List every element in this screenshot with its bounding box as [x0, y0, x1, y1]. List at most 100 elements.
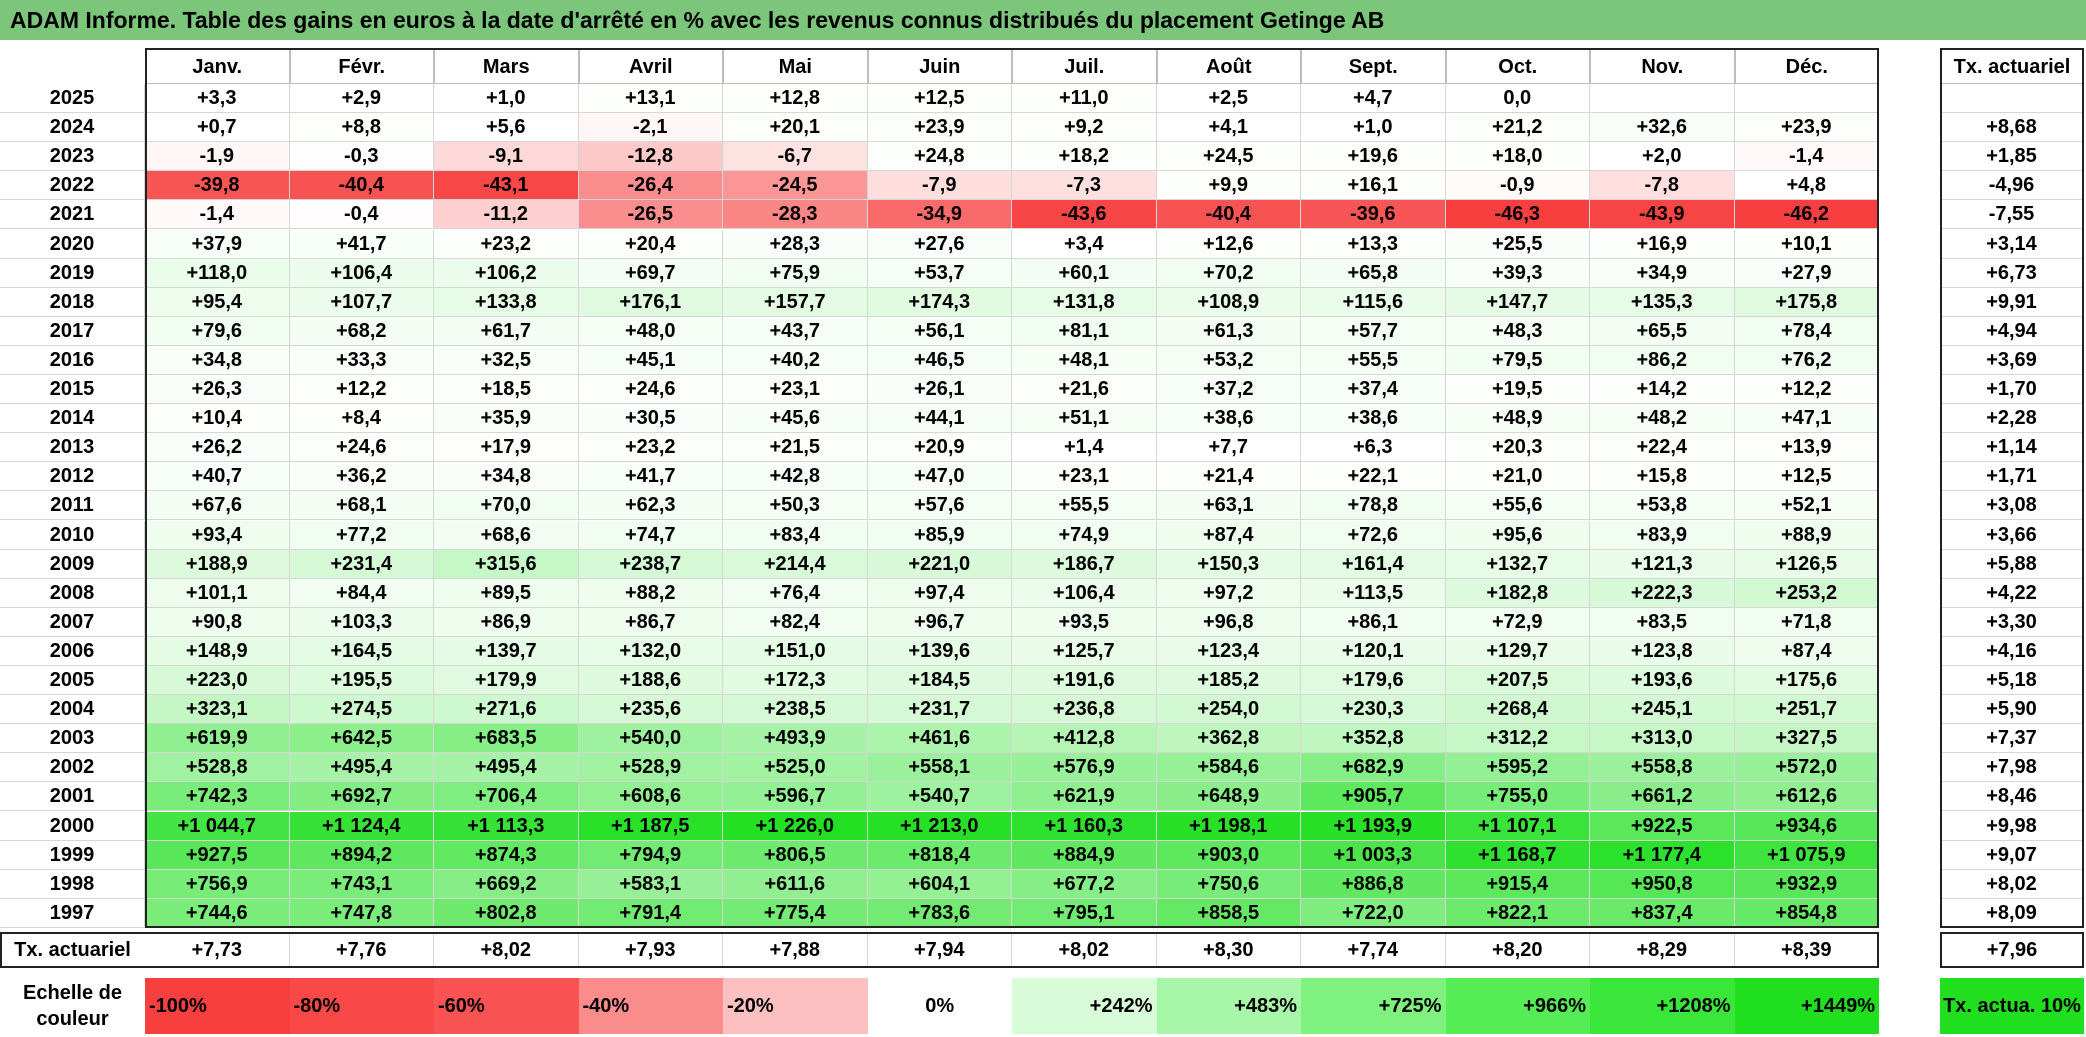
- legend-swatch: 0%: [867, 978, 1012, 1034]
- gain-cell: +74,9: [1012, 520, 1157, 550]
- year-label: 2007: [0, 607, 145, 637]
- year-label: 2017: [0, 316, 145, 346]
- gain-cell: +0,7: [145, 113, 290, 143]
- gain-cell: +950,8: [1590, 869, 1735, 899]
- month-header: Févr.: [289, 48, 434, 84]
- gain-cell: +23,2: [578, 433, 723, 463]
- gain-cell: +495,4: [434, 753, 579, 783]
- gain-cell: +38,6: [1156, 404, 1301, 434]
- gain-cell: +42,8: [723, 462, 868, 492]
- gain-cell: +3,4: [1012, 229, 1157, 259]
- gain-cell: +323,1: [145, 695, 290, 725]
- gain-cell: +56,1: [867, 316, 1012, 346]
- gain-cell: +558,8: [1590, 753, 1735, 783]
- gain-cell: +312,2: [1445, 724, 1590, 754]
- gain-cell: +70,0: [434, 491, 579, 521]
- gain-cell: -34,9: [867, 200, 1012, 230]
- gain-cell: +584,6: [1156, 753, 1301, 783]
- gain-cell: +750,6: [1156, 869, 1301, 899]
- gain-cell: +11,0: [1012, 84, 1157, 114]
- gain-cell: +23,1: [1012, 462, 1157, 492]
- gain-cell: +245,1: [1590, 695, 1735, 725]
- gain-cell: +10,4: [145, 404, 290, 434]
- gain-cell: +68,1: [289, 491, 434, 521]
- month-rate-cell: +7,76: [289, 931, 434, 968]
- gain-cell: +791,4: [578, 898, 723, 928]
- row-rate-cell: +7,98: [1940, 753, 2084, 783]
- gain-cell: +682,9: [1301, 753, 1446, 783]
- gain-cell: +48,3: [1445, 316, 1590, 346]
- gain-cell: +9,2: [1012, 113, 1157, 143]
- gain-cell: -7,3: [1012, 171, 1157, 201]
- gain-cell: +60,1: [1012, 258, 1157, 288]
- gain-cell: +108,9: [1156, 287, 1301, 317]
- year-label: 1998: [0, 869, 145, 899]
- gain-cell: +69,7: [578, 258, 723, 288]
- gain-cell: +648,9: [1156, 782, 1301, 812]
- gain-cell: +87,4: [1156, 520, 1301, 550]
- gain-cell: +222,3: [1590, 578, 1735, 608]
- gain-cell: +722,0: [1301, 898, 1446, 928]
- gain-cell: +1 160,3: [1012, 811, 1157, 841]
- gain-cell: +55,5: [1012, 491, 1157, 521]
- year-label: 2011: [0, 491, 145, 521]
- gain-cell: +18,0: [1445, 142, 1590, 172]
- gain-cell: +23,9: [867, 113, 1012, 143]
- gain-cell: +18,2: [1012, 142, 1157, 172]
- gain-cell: +106,4: [1012, 578, 1157, 608]
- gain-cell: [1734, 84, 1879, 114]
- gain-cell: +47,1: [1734, 404, 1879, 434]
- gain-cell: +21,5: [723, 433, 868, 463]
- gain-cell: +621,9: [1012, 782, 1157, 812]
- gain-cell: +15,8: [1590, 462, 1735, 492]
- gain-cell: +174,3: [867, 287, 1012, 317]
- summary-label: Tx. actuariel: [14, 938, 131, 961]
- gain-cell: +76,4: [723, 578, 868, 608]
- month-header: Oct.: [1445, 48, 1590, 84]
- row-rate-cell: +9,07: [1940, 840, 2084, 870]
- legend-swatch: -80%: [289, 978, 434, 1034]
- gain-cell: +905,7: [1301, 782, 1446, 812]
- gain-cell: +47,0: [867, 462, 1012, 492]
- gain-cell: +14,2: [1590, 375, 1735, 405]
- gain-cell: +16,9: [1590, 229, 1735, 259]
- gain-cell: +72,6: [1301, 520, 1446, 550]
- gain-cell: +9,9: [1156, 171, 1301, 201]
- gain-cell: +37,2: [1156, 375, 1301, 405]
- gain-cell: -7,9: [867, 171, 1012, 201]
- gain-cell: +148,9: [145, 636, 290, 666]
- gain-cell: +48,0: [578, 316, 723, 346]
- gain-cell: +95,4: [145, 287, 290, 317]
- gain-cell: -12,8: [578, 142, 723, 172]
- legend-swatch: +1208%: [1590, 978, 1735, 1034]
- gain-cell: +352,8: [1301, 724, 1446, 754]
- gain-cell: +41,7: [289, 229, 434, 259]
- gain-cell: +26,2: [145, 433, 290, 463]
- gain-cell: -1,4: [145, 200, 290, 230]
- year-label: 2016: [0, 345, 145, 375]
- gain-cell: +223,0: [145, 666, 290, 696]
- gain-cell: +315,6: [434, 549, 579, 579]
- gain-cell: +8,8: [289, 113, 434, 143]
- gain-cell: +132,7: [1445, 549, 1590, 579]
- year-label: 2019: [0, 258, 145, 288]
- month-rate-cell: +8,20: [1445, 931, 1590, 968]
- gain-cell: +13,9: [1734, 433, 1879, 463]
- gain-cell: +132,0: [578, 636, 723, 666]
- gain-cell: +540,0: [578, 724, 723, 754]
- gain-cell: +886,8: [1301, 869, 1446, 899]
- gain-cell: +70,2: [1156, 258, 1301, 288]
- gain-cell: +1 044,7: [145, 811, 290, 841]
- gain-cell: +131,8: [1012, 287, 1157, 317]
- gain-cell: +188,9: [145, 549, 290, 579]
- year-label: 1997: [0, 898, 145, 928]
- month-rate-cell: +7,94: [867, 931, 1012, 968]
- year-label: 2023: [0, 142, 145, 172]
- gain-cell: +214,4: [723, 549, 868, 579]
- gain-cell: +1 124,4: [289, 811, 434, 841]
- gain-cell: +795,1: [1012, 898, 1157, 928]
- gain-cell: +126,5: [1734, 549, 1879, 579]
- gain-cell: +76,2: [1734, 345, 1879, 375]
- gain-cell: +27,9: [1734, 258, 1879, 288]
- legend-swatch: -100%: [145, 978, 290, 1034]
